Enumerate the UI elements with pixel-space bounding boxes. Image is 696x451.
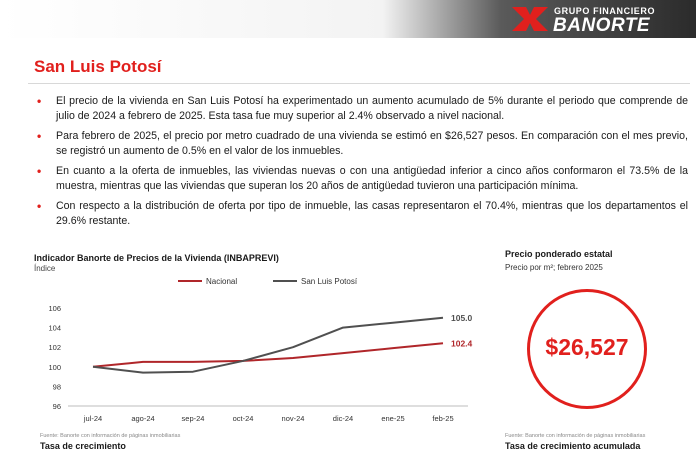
bullet-text: Con respecto a la distribución de oferta… — [56, 200, 688, 227]
y-tick-label: 98 — [53, 382, 61, 391]
page-title: San Luis Potosí — [34, 57, 162, 76]
bullet-icon: • — [37, 129, 42, 143]
x-tick-label: jul-24 — [83, 414, 102, 423]
y-tick-label: 106 — [48, 304, 61, 313]
legend-label: Nacional — [206, 277, 237, 286]
bullet-item: • Para febrero de 2025, el precio por met… — [36, 129, 688, 158]
x-tick-label: sep-24 — [182, 414, 205, 423]
y-tick-label: 100 — [48, 363, 61, 372]
price-box-title: Precio ponderado estatal — [505, 249, 613, 259]
title-divider — [28, 83, 690, 84]
accumulated-growth-heading: Tasa de crecimiento acumulada — [505, 441, 641, 451]
data-label: 102.4 — [451, 338, 473, 348]
banorte-logo: GRUPO FINANCIERO BANORTE — [510, 4, 680, 36]
x-tick-label: ene-25 — [381, 414, 404, 423]
y-tick-label: 102 — [48, 343, 61, 352]
x-tick-label: ago-24 — [131, 414, 154, 423]
bullet-text: En cuanto a la oferta de inmuebles, las … — [56, 165, 688, 192]
header-bar — [0, 0, 696, 38]
bullet-text: El precio de la vivienda en San Luis Pot… — [56, 95, 688, 122]
summary-bullets: • El precio de la vivienda en San Luis Po… — [36, 94, 688, 234]
brand-name: BANORTE — [553, 15, 651, 36]
price-value: $26,527 — [545, 334, 629, 360]
bullet-text: Para febrero de 2025, el precio por metr… — [56, 130, 688, 157]
series-line — [92, 342, 444, 368]
bullet-item: • En cuanto a la oferta de inmuebles, las… — [36, 164, 688, 193]
chart-subtitle: Índice — [34, 264, 56, 273]
chart-title: Indicador Banorte de Precios de la Vivie… — [34, 253, 279, 263]
x-tick-label: oct-24 — [233, 414, 254, 423]
data-label: 105.0 — [451, 313, 473, 323]
bullet-icon: • — [37, 199, 42, 213]
growth-rate-heading: Tasa de crecimiento — [40, 441, 126, 451]
bullet-item: • El precio de la vivienda en San Luis Po… — [36, 94, 688, 123]
legend-label: San Luis Potosí — [301, 277, 358, 286]
chart-source: Fuente: Banorte con información de págin… — [40, 433, 181, 439]
bullet-icon: • — [37, 94, 42, 108]
x-tick-label: dic-24 — [333, 414, 353, 423]
series-line — [92, 316, 444, 374]
brand-group-text: GRUPO FINANCIERO — [554, 6, 656, 16]
price-index-chart: 96 98 100 102 104 106 jul-24 ago-24 sep-24 oct-24… — [48, 277, 473, 423]
bullet-item: • Con respecto a la distribución de ofert… — [36, 199, 688, 228]
y-tick-label: 96 — [53, 402, 61, 411]
x-tick-label: feb-25 — [432, 414, 453, 423]
price-box-subtitle: Precio por m²; febrero 2025 — [505, 263, 603, 272]
price-ring — [527, 289, 647, 409]
price-source: Fuente: Banorte con información de págin… — [505, 433, 646, 439]
banorte-logo-icon — [512, 7, 548, 31]
y-tick-label: 104 — [48, 324, 61, 333]
bullet-icon: • — [37, 164, 42, 178]
x-tick-label: nov-24 — [282, 414, 305, 423]
